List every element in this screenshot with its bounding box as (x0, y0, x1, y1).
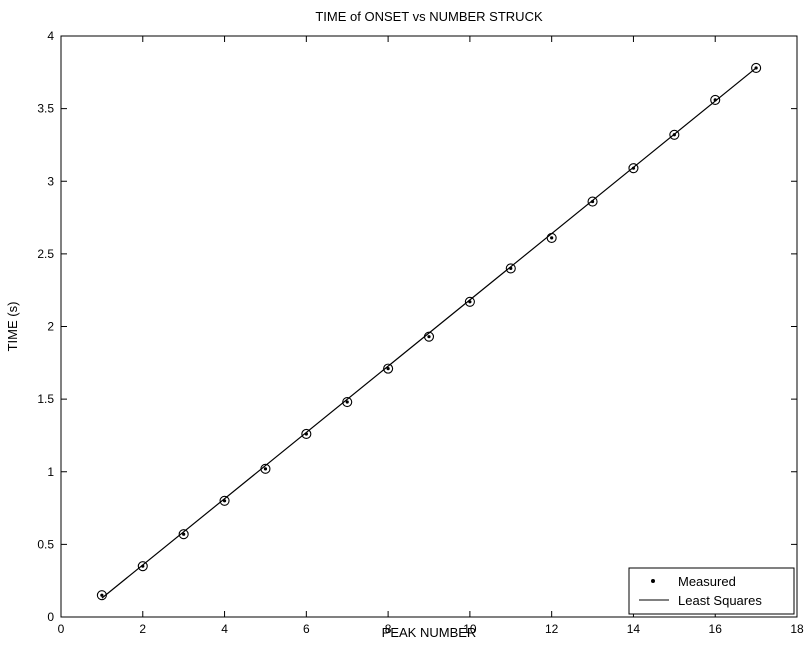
y-tick-label: 0 (47, 610, 54, 624)
measured-point-dot (345, 400, 349, 404)
measured-point-dot (754, 66, 758, 70)
measured-point (669, 129, 680, 140)
legend-label-least-squares: Least Squares (678, 593, 762, 608)
measured-point-dot (182, 532, 186, 536)
measured-point-dot (100, 593, 104, 597)
y-axis-title: TIME (s) (5, 302, 20, 352)
x-tick-label: 12 (545, 622, 559, 636)
y-tick-label: 1 (47, 465, 54, 479)
chart-title: TIME of ONSET vs NUMBER STRUCK (315, 9, 543, 24)
plot-frame (60, 35, 798, 618)
measured-point-dot (631, 166, 636, 170)
x-axis-title: PEAK NUMBER (382, 625, 477, 640)
legend-marker-dot (651, 579, 655, 583)
measured-point-ring (260, 463, 271, 474)
measured-point (464, 296, 475, 307)
measured-point-ring (383, 363, 394, 374)
measured-point-ring (137, 561, 148, 572)
least-squares-series (101, 67, 757, 599)
x-tick-label: 6 (303, 622, 310, 636)
measured-point (219, 495, 230, 506)
measured-point-ring (669, 129, 680, 140)
x-tick-label: 8 (385, 622, 392, 636)
x-tick-label: 16 (709, 622, 723, 636)
measured-point (628, 163, 639, 174)
measured-point-ring (546, 232, 557, 243)
measured-point (342, 396, 353, 408)
y-tick-label: 2.5 (37, 247, 54, 261)
legend-label-measured: Measured (678, 574, 736, 589)
x-tick-label: 4 (221, 622, 228, 636)
x-tick-label: 2 (139, 622, 146, 636)
measured-point (96, 590, 107, 601)
measured-point (178, 529, 189, 540)
x-tick-label: 0 (58, 622, 65, 636)
measured-point-ring (342, 396, 353, 408)
legend-box (628, 567, 795, 615)
measured-point-dot (263, 467, 268, 471)
measured-point-dot (672, 133, 676, 137)
measured-point-ring (423, 331, 435, 342)
measured-point (260, 463, 271, 474)
x-tick-label: 10 (463, 622, 477, 636)
measured-point (301, 428, 312, 440)
measured-point (383, 363, 394, 374)
legend-item-measured: Measured (651, 574, 736, 589)
measured-point-ring (96, 590, 107, 601)
y-tick-label: 0.5 (37, 537, 54, 551)
measured-point (546, 232, 557, 243)
x-tick-label: 18 (790, 622, 804, 636)
measured-point-dot (468, 300, 472, 304)
y-tick-label: 3 (47, 174, 54, 188)
measured-point-dot (590, 199, 595, 204)
measured-point-dot (304, 432, 308, 436)
measured-point-ring (751, 62, 762, 74)
measured-point-ring (628, 163, 639, 174)
measured-point-dot (386, 367, 390, 371)
measured-point-dot (713, 98, 717, 102)
measured-point (751, 62, 762, 74)
measured-point-dot (509, 266, 513, 270)
measured-point (587, 196, 598, 207)
x-tick-label: 14 (627, 622, 641, 636)
measured-point (505, 263, 516, 274)
measured-point-ring (219, 495, 230, 506)
measured-series (96, 62, 762, 601)
measured-point-ring (587, 196, 598, 207)
y-tick-label: 3.5 (37, 102, 54, 116)
legend-item-least-squares: Least Squares (639, 593, 762, 608)
measured-point-ring (505, 263, 516, 274)
measured-point-ring (464, 296, 475, 307)
measured-point-dot (141, 564, 145, 568)
measured-point-ring (178, 529, 189, 540)
measured-point-ring (301, 428, 312, 440)
y-tick-label: 2 (47, 320, 54, 334)
legend: Measured Least Squares (628, 567, 795, 615)
measured-point-dot (427, 335, 431, 339)
y-tick-label: 4 (47, 29, 54, 43)
measured-point-dot (222, 499, 227, 503)
measured-point-dot (550, 236, 554, 240)
measured-point (137, 561, 148, 572)
x-axis: 0 2 4 6 8 10 12 14 16 18 (58, 36, 804, 636)
y-axis: 0 0.5 1 1.5 2 2.5 3 3.5 4 (37, 29, 797, 624)
measured-point (423, 331, 435, 342)
least-squares-line (101, 67, 757, 599)
measured-point-ring (710, 94, 721, 105)
y-tick-label: 1.5 (37, 392, 54, 406)
plot-frame-rect (60, 35, 798, 618)
measured-point (710, 94, 721, 105)
